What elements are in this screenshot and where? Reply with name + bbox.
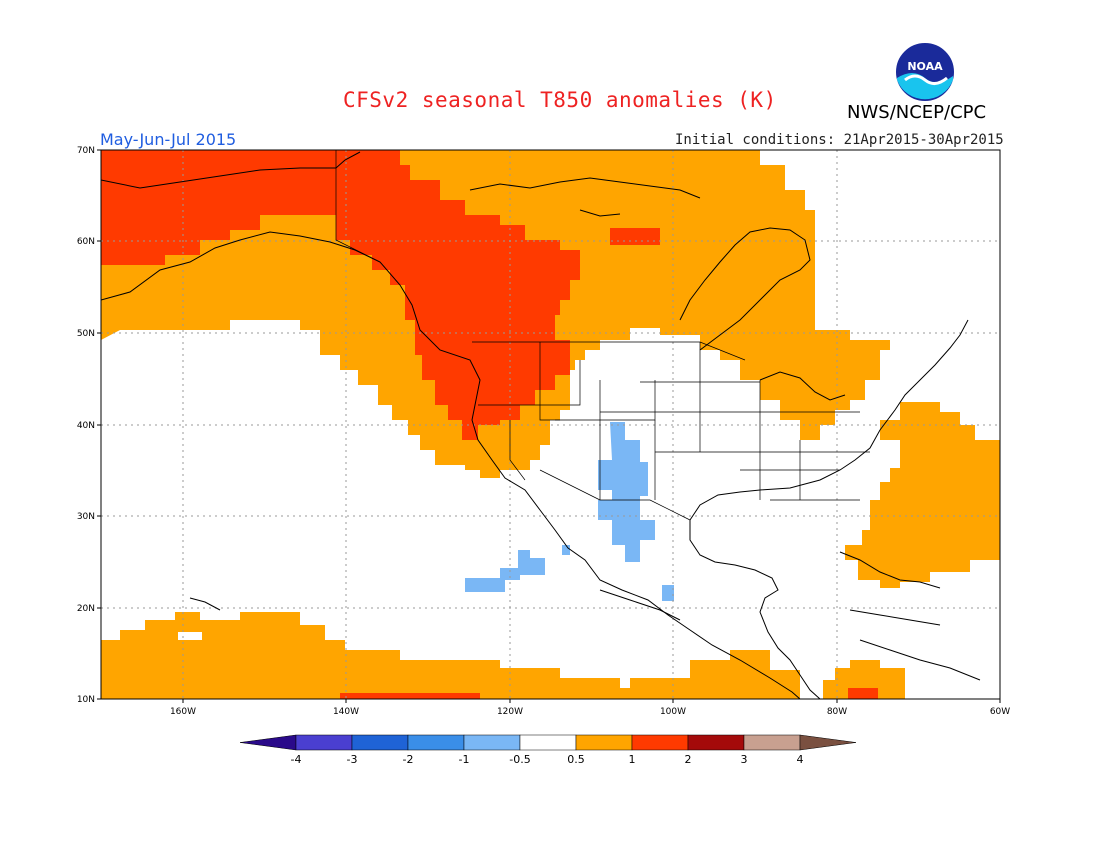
legend-color-boxes: [239, 734, 857, 751]
cool-anomaly-southwest: [598, 422, 655, 562]
legend-color-box: [687, 734, 745, 751]
warm-anomaly-tropical-pacific: [101, 612, 800, 699]
lon-label: 60W: [990, 707, 1010, 717]
lon-label: 140W: [333, 707, 359, 717]
legend-color-box: [743, 734, 801, 751]
cool-anomaly-pacific: [465, 550, 545, 592]
coastlines: [101, 151, 981, 699]
noaa-logo-text: NOAA: [907, 60, 943, 73]
legend-arrow-max: [799, 734, 857, 751]
legend-color-box: [575, 734, 633, 751]
legend-color-box: [463, 734, 521, 751]
initial-conditions-label: Initial conditions: 21Apr2015-30Apr2015: [675, 132, 1004, 148]
lat-label: 60N: [77, 237, 95, 247]
warm-anomaly-pacific-core: [340, 693, 480, 699]
longitude-labels: 160W 140W 120W 100W 80W 60W: [170, 707, 1010, 717]
warm-anomaly-northwest: [101, 150, 580, 440]
legend-tick-label: -0.5: [509, 753, 530, 766]
latitude-labels: 70N 60N 50N 40N 30N 20N 10N: [77, 146, 95, 705]
lat-label: 70N: [77, 146, 95, 156]
lon-label: 100W: [660, 707, 686, 717]
lat-label: 50N: [77, 329, 95, 339]
warm-anomaly-atlantic: [845, 402, 1000, 588]
lat-label: 20N: [77, 604, 95, 614]
legend-tick-label: 0.5: [567, 753, 585, 766]
cool-hole-pacific: [178, 632, 202, 640]
political-borders: [335, 150, 870, 521]
season-label: May-Jun-Jul 2015: [100, 130, 237, 149]
axis-ticks: [97, 149, 1001, 703]
legend-tick-labels: -4 -3 -2 -1 -0.5 0.5 1 2 3 4: [291, 753, 804, 766]
legend-color-box: [407, 734, 465, 751]
legend-tick-label: 1: [629, 753, 636, 766]
legend-tick-label: -3: [347, 753, 358, 766]
legend-tick-label: -4: [291, 753, 302, 766]
lat-label: 10N: [77, 695, 95, 705]
warm-anomaly-caribbean: [823, 660, 905, 699]
legend-color-box: [295, 734, 353, 751]
lat-label: 30N: [77, 512, 95, 522]
warm-anomaly-caribbean-core: [848, 688, 878, 699]
lon-label: 160W: [170, 707, 196, 717]
cool-anomaly-mexico: [662, 585, 674, 601]
noaa-logo: NOAA: [894, 41, 956, 103]
map-title-text: CFSv2 seasonal T850 anomalies (K): [343, 88, 777, 112]
legend-tick-label: -1: [459, 753, 470, 766]
legend-tick-label: 2: [685, 753, 692, 766]
legend-tick-label: 3: [741, 753, 748, 766]
lat-label: 40N: [77, 421, 95, 431]
legend-color-box: [519, 734, 577, 751]
legend-color-box: [351, 734, 409, 751]
legend-arrow-min: [239, 734, 297, 751]
agency-label: NWS/NCEP/CPC: [847, 102, 987, 123]
legend-tick-label: -2: [403, 753, 414, 766]
legend-color-box: [631, 734, 689, 751]
cool-anomaly-baja: [562, 545, 570, 555]
lon-label: 120W: [497, 707, 523, 717]
lon-label: 80W: [827, 707, 847, 717]
map-gridlines: [101, 150, 1000, 699]
legend-tick-label: 4: [797, 753, 804, 766]
